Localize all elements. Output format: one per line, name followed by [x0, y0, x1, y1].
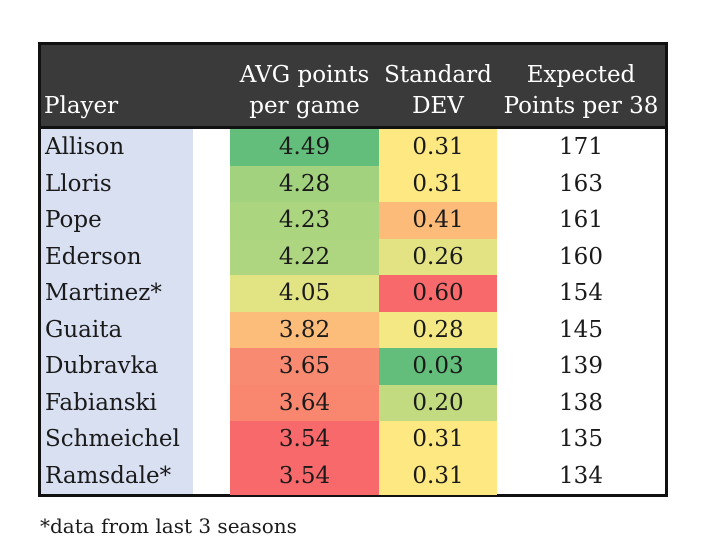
cell-player: Allison — [45, 134, 125, 160]
table-row: Pope 4.23 0.41 161 — [41, 202, 665, 239]
cell-exp: 171 — [559, 134, 603, 160]
header-exp-line: Expected — [526, 62, 636, 88]
cell-player: Dubravka — [45, 353, 159, 379]
cell-exp: 160 — [559, 243, 603, 270]
cell-std: 0.31 — [379, 457, 497, 495]
cell-avg: 3.64 — [230, 384, 379, 422]
header-avg-line: AVG points — [239, 62, 370, 88]
cell-avg: 3.54 — [230, 421, 379, 458]
table-row: Guaita 3.82 0.28 145 — [41, 311, 665, 349]
header-exp: Expected Points per 38 — [497, 45, 665, 126]
table-row: Dubravka 3.65 0.03 139 — [41, 348, 665, 385]
cell-exp: 135 — [559, 426, 603, 452]
cell-std: 0.20 — [379, 384, 497, 422]
header-exp-line: Points per 38 — [503, 93, 659, 119]
table-row: Martinez* 4.05 0.60 154 — [41, 275, 665, 312]
cell-avg: 4.22 — [230, 238, 379, 276]
goalkeeper-table: Player AVG points per game Standard DEV Expec… — [38, 42, 668, 497]
cell-player: Lloris — [45, 170, 112, 197]
cell-player: Ederson — [45, 243, 142, 270]
cell-player: Fabianski — [45, 389, 157, 416]
table-row: Ederson 4.22 0.26 160 — [41, 238, 665, 276]
cell-exp: 138 — [559, 389, 603, 416]
cell-std: 0.60 — [379, 275, 497, 312]
cell-exp: 134 — [559, 462, 603, 489]
cell-std: 0.31 — [379, 421, 497, 458]
cell-avg: 3.82 — [230, 311, 379, 349]
cell-player: Ramsdale* — [45, 462, 172, 489]
cell-exp: 163 — [559, 170, 603, 197]
header-player: Player — [41, 45, 193, 126]
table-row: Ramsdale* 3.54 0.31 134 — [41, 457, 665, 495]
table-row: Lloris 4.28 0.31 163 — [41, 165, 665, 203]
header-avg-line: per game — [249, 93, 360, 119]
cell-std: 0.26 — [379, 238, 497, 276]
cell-avg: 3.54 — [230, 457, 379, 495]
cell-std: 0.41 — [379, 202, 497, 239]
cell-player: Martinez* — [45, 280, 162, 306]
cell-player: Guaita — [45, 316, 123, 343]
header-std: Standard DEV — [379, 45, 497, 126]
table-row: Allison 4.49 0.31 171 — [41, 129, 665, 166]
cell-player: Pope — [45, 207, 102, 233]
table-row: Fabianski 3.64 0.20 138 — [41, 384, 665, 422]
player-column-background — [41, 129, 193, 494]
cell-avg: 4.05 — [230, 275, 379, 312]
cell-exp: 139 — [559, 353, 603, 379]
header-std-line: DEV — [412, 93, 464, 119]
table-body: Allison 4.49 0.31 171 Lloris 4.28 0.31 163 Pope 4… — [41, 129, 665, 495]
cell-avg: 4.49 — [230, 129, 379, 166]
cell-std: 0.28 — [379, 311, 497, 349]
header-avg: AVG points per game — [230, 45, 379, 126]
footnote: *data from last 3 seasons — [40, 514, 297, 538]
cell-exp: 161 — [559, 207, 603, 233]
cell-avg: 3.65 — [230, 348, 379, 385]
cell-player: Schmeichel — [45, 426, 180, 452]
cell-exp: 154 — [559, 280, 603, 306]
table-header: Player AVG points per game Standard DEV Expec… — [41, 45, 665, 129]
cell-avg: 4.28 — [230, 165, 379, 203]
cell-std: 0.31 — [379, 129, 497, 166]
table-row: Schmeichel 3.54 0.31 135 — [41, 421, 665, 458]
cell-std: 0.31 — [379, 165, 497, 203]
cell-avg: 4.23 — [230, 202, 379, 239]
cell-std: 0.03 — [379, 348, 497, 385]
cell-exp: 145 — [559, 316, 603, 343]
header-std-line: Standard — [384, 62, 492, 88]
header-player-line: Player — [44, 93, 119, 119]
